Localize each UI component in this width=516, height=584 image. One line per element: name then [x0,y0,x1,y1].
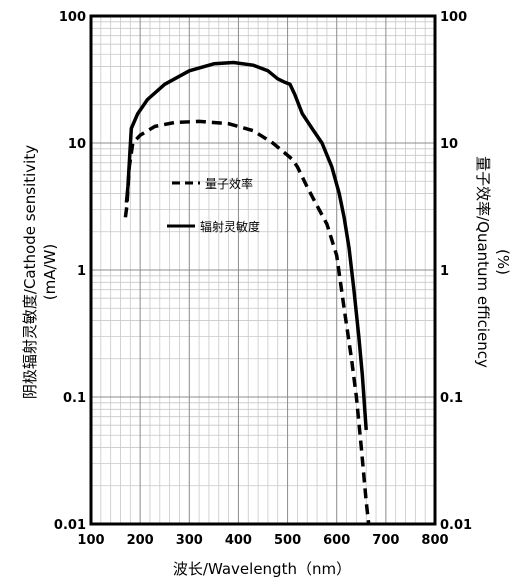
major-gridlines [91,16,435,524]
series-line-radiant-sensitivity [124,60,368,431]
y-tick-label-left: 10 [68,137,86,152]
y-tick-label-right: 1 [440,264,449,279]
legend: 量子效率 辐射灵敏度 [167,176,260,234]
x-tick-label: 400 [225,533,252,548]
x-tick-label: 700 [372,533,399,548]
y-axis-right-label-line2: (%) [494,249,512,275]
plot-frame [89,14,437,526]
x-tick-label: 200 [127,533,154,548]
y-axis-right-label-line1: 量子效率/Quantum efficiency [474,156,492,368]
y-tick-label-right: 100 [440,10,467,25]
y-tick-label-left: 100 [59,10,86,25]
x-tick-label: 500 [274,533,301,548]
y-axis-left-label-line2: (mA/W) [41,244,59,300]
x-axis-label: 波长/Wavelength（nm） [173,560,351,578]
series-line-quantum-efficiency [123,119,371,525]
x-tick-label: 100 [77,533,104,548]
y-tick-label-left: 1 [77,264,86,279]
x-tick-label: 800 [421,533,448,548]
y-tick-label-left: 0.1 [63,391,86,406]
y-axis-left-label-line1: 阴极辐射灵敏度/Cathode sensitivity [21,145,39,399]
legend-label-quantum-efficiency: 量子效率 [205,176,253,191]
legend-label-radiant-sensitivity: 辐射灵敏度 [200,219,260,234]
series-layer [123,60,371,525]
y-tick-label-left: 0.01 [54,518,86,533]
y-tick-label-right: 0.1 [440,391,463,406]
x-tick-label: 300 [176,533,203,548]
y-tick-label-right: 10 [440,137,458,152]
y-tick-label-right: 0.01 [440,518,472,533]
x-tick-label: 600 [323,533,350,548]
